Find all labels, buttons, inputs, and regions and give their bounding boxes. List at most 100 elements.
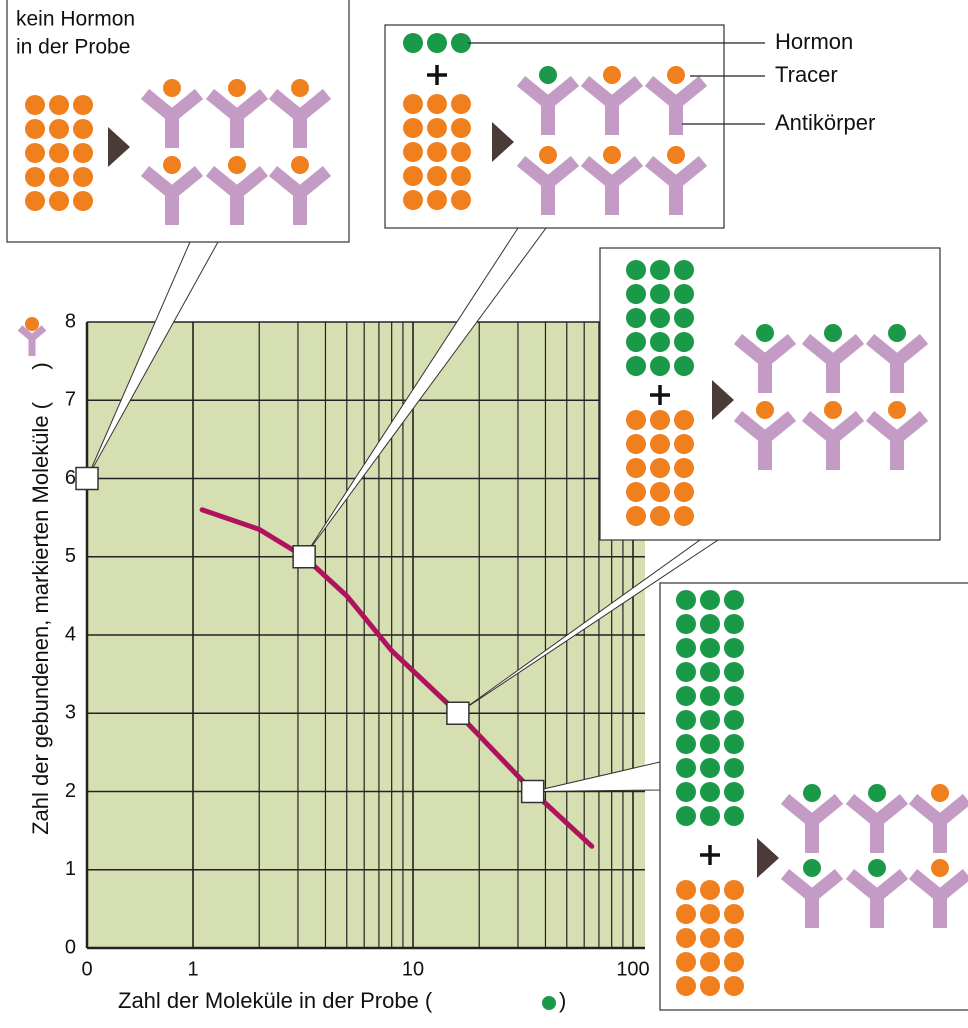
molecule bbox=[427, 94, 447, 114]
molecule bbox=[25, 143, 45, 163]
molecule bbox=[626, 458, 646, 478]
molecule bbox=[724, 662, 744, 682]
molecule bbox=[724, 734, 744, 754]
molecule bbox=[676, 904, 696, 924]
molecule bbox=[49, 143, 69, 163]
marker bbox=[76, 468, 98, 490]
molecule bbox=[700, 590, 720, 610]
molecule bbox=[700, 952, 720, 972]
molecule bbox=[724, 590, 744, 610]
molecule bbox=[674, 458, 694, 478]
molecule bbox=[700, 904, 720, 924]
molecule bbox=[626, 332, 646, 352]
tracer bbox=[228, 79, 246, 97]
molecule bbox=[650, 458, 670, 478]
molecule bbox=[724, 638, 744, 658]
x-tick-label: 0 bbox=[81, 958, 92, 980]
molecule bbox=[700, 928, 720, 948]
molecule bbox=[626, 410, 646, 430]
y-tick-label: 8 bbox=[65, 310, 76, 332]
molecule bbox=[650, 260, 670, 280]
molecule bbox=[700, 758, 720, 778]
molecule bbox=[49, 95, 69, 115]
molecule bbox=[676, 590, 696, 610]
molecule bbox=[674, 260, 694, 280]
y-axis-icon bbox=[20, 317, 44, 356]
y-tick-label: 7 bbox=[65, 389, 76, 411]
y-tick-label: 2 bbox=[65, 780, 76, 802]
box-text: in der Probe bbox=[16, 36, 130, 59]
tracer bbox=[163, 79, 181, 97]
molecule bbox=[650, 356, 670, 376]
y-axis-label: Zahl der gebundenen, markierten Moleküle… bbox=[28, 401, 53, 835]
molecule bbox=[724, 806, 744, 826]
molecule bbox=[674, 332, 694, 352]
marker bbox=[522, 781, 544, 803]
molecule bbox=[427, 118, 447, 138]
molecule bbox=[650, 410, 670, 430]
molecule bbox=[700, 662, 720, 682]
chart: 0110100012345678 kein Hormonin der Probe… bbox=[0, 0, 968, 1028]
molecule bbox=[676, 976, 696, 996]
molecule bbox=[676, 710, 696, 730]
molecule bbox=[676, 662, 696, 682]
molecule bbox=[724, 782, 744, 802]
molecule bbox=[700, 806, 720, 826]
molecule bbox=[700, 614, 720, 634]
tracer bbox=[824, 401, 842, 419]
molecule bbox=[676, 880, 696, 900]
tracer bbox=[888, 324, 906, 342]
y-tick-label: 6 bbox=[65, 467, 76, 489]
molecule bbox=[724, 904, 744, 924]
molecule bbox=[49, 191, 69, 211]
x-axis-label: Zahl der Moleküle in der Probe ( bbox=[118, 988, 433, 1013]
tracer bbox=[868, 784, 886, 802]
molecule bbox=[626, 434, 646, 454]
molecule bbox=[724, 710, 744, 730]
molecule bbox=[724, 928, 744, 948]
molecule bbox=[676, 758, 696, 778]
molecule bbox=[427, 142, 447, 162]
molecule bbox=[403, 33, 423, 53]
x-tick-label: 10 bbox=[402, 958, 424, 980]
molecule bbox=[700, 880, 720, 900]
molecule bbox=[73, 143, 93, 163]
tracer bbox=[803, 784, 821, 802]
molecule bbox=[626, 482, 646, 502]
tracer bbox=[667, 146, 685, 164]
molecule bbox=[724, 686, 744, 706]
y-tick-label: 1 bbox=[65, 858, 76, 880]
molecule bbox=[676, 614, 696, 634]
molecule bbox=[674, 284, 694, 304]
molecule bbox=[650, 308, 670, 328]
molecule bbox=[25, 119, 45, 139]
x-axis-label-end: ) bbox=[559, 988, 566, 1013]
tracer bbox=[539, 146, 557, 164]
molecule bbox=[451, 166, 471, 186]
molecule bbox=[427, 190, 447, 210]
molecule bbox=[49, 167, 69, 187]
molecule bbox=[700, 710, 720, 730]
tracer bbox=[667, 66, 685, 84]
box-text: kein Hormon bbox=[16, 8, 135, 31]
tracer bbox=[756, 324, 774, 342]
molecule bbox=[700, 686, 720, 706]
molecule bbox=[650, 284, 670, 304]
molecule bbox=[403, 94, 423, 114]
molecule bbox=[650, 332, 670, 352]
y-tick-label: 0 bbox=[65, 936, 76, 958]
molecule bbox=[25, 167, 45, 187]
tracer bbox=[603, 146, 621, 164]
molecule bbox=[451, 142, 471, 162]
molecule bbox=[451, 94, 471, 114]
molecule bbox=[451, 118, 471, 138]
molecule bbox=[724, 880, 744, 900]
tracer bbox=[868, 859, 886, 877]
molecule bbox=[676, 806, 696, 826]
molecule bbox=[650, 482, 670, 502]
molecule bbox=[73, 167, 93, 187]
molecule bbox=[724, 614, 744, 634]
molecule bbox=[626, 260, 646, 280]
y-tick-label: 4 bbox=[65, 623, 76, 645]
tracer bbox=[803, 859, 821, 877]
